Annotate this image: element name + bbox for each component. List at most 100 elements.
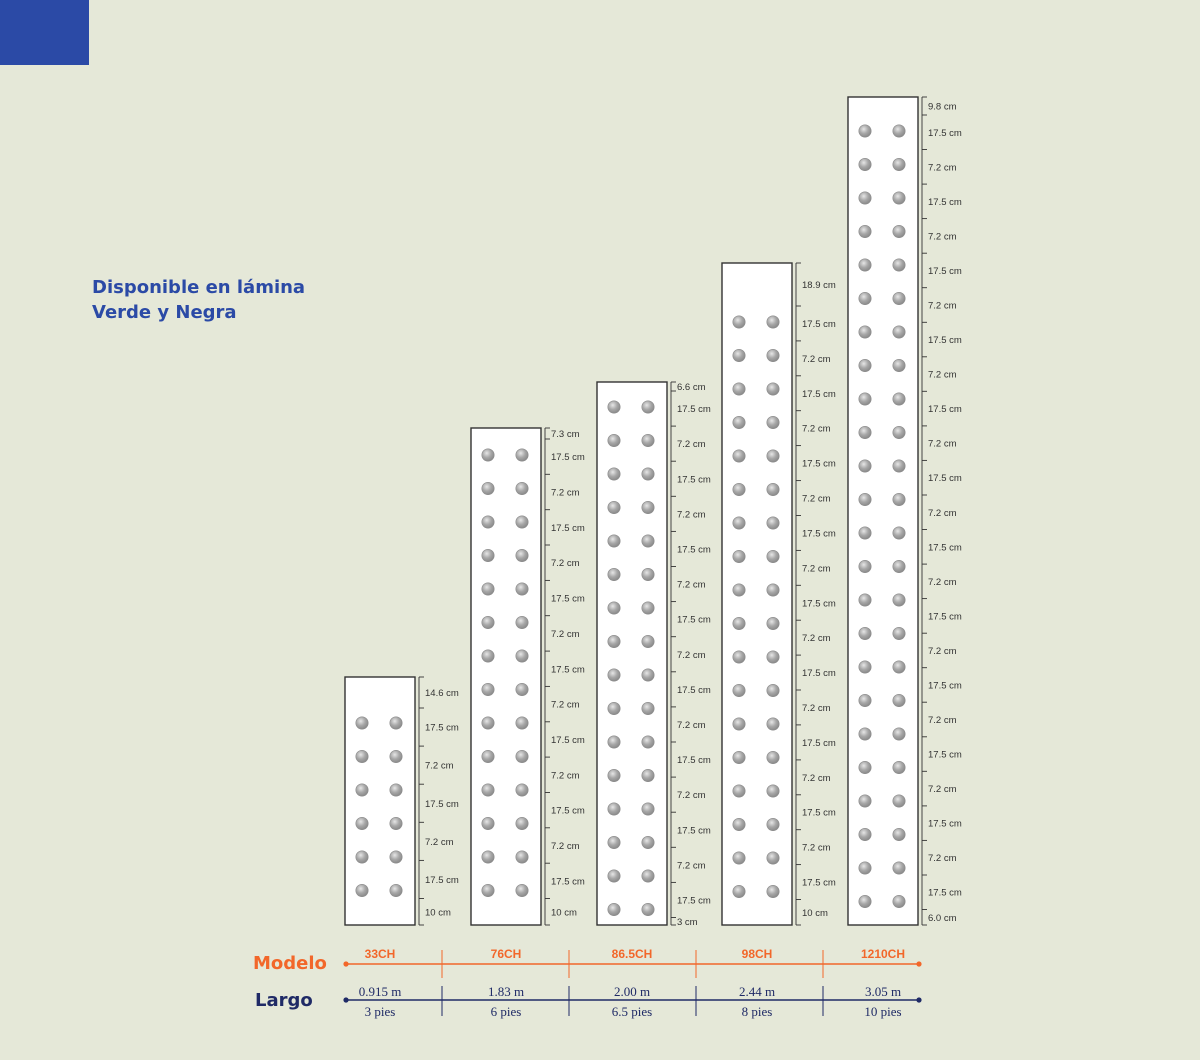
hole [732,549,746,563]
hole [858,593,872,607]
hole [355,850,369,864]
hole [892,459,906,473]
hole [732,516,746,530]
hole [858,626,872,640]
panel-98ch: 18.9 cm 17.5 cm 7.2 cm 17.5 cm 7.2 cm 17.5 cm… [721,262,836,926]
dimension-label: 7.2 cm [802,703,831,714]
hole [732,583,746,597]
hole [892,760,906,774]
hole [515,816,529,830]
length-meters: 1.83 m [488,984,524,999]
length-axis-end [916,997,922,1003]
hole [607,902,621,916]
dimension-label: 17.5 cm [425,875,459,886]
hole [766,482,780,496]
dimension-label: 17.5 cm [928,404,962,415]
length-feet: 6 pies [491,1004,522,1019]
hole [858,291,872,305]
panel-1210ch: 9.8 cm 17.5 cm 7.2 cm 17.5 cm 7.2 cm 17.5 cm 7… [847,96,962,926]
hole [515,515,529,529]
dimension-label: 7.2 cm [928,853,957,864]
hole [607,500,621,514]
dimension-label: 17.5 cm [802,459,836,470]
hole [607,735,621,749]
hole [892,693,906,707]
hole [858,392,872,406]
hole [732,717,746,731]
hole [607,433,621,447]
dimension-label: 17.5 cm [802,598,836,609]
hole [607,701,621,715]
dimension-label: 9.8 cm [928,102,957,113]
dimension-label: 7.2 cm [802,843,831,854]
panel-76ch: 7.3 cm 17.5 cm 7.2 cm 17.5 cm 7.2 cm 17.5 cm 7… [470,427,585,926]
dimension-label: 17.5 cm [551,664,585,675]
hole [732,415,746,429]
hole [732,650,746,664]
hole [481,582,495,596]
dimension-label: 17.5 cm [677,685,711,696]
hole [858,191,872,205]
dimension-label: 17.5 cm [425,799,459,810]
hole [858,124,872,138]
hole [641,835,655,849]
hole [892,559,906,573]
hole [389,850,403,864]
dimension-label: 17.5 cm [677,895,711,906]
hole [732,750,746,764]
dimension-label: 17.5 cm [802,319,836,330]
hole [732,884,746,898]
hole [481,749,495,763]
hole [515,548,529,562]
dimension-label: 7.2 cm [677,860,706,871]
hole [892,392,906,406]
dimension-label: 7.2 cm [677,650,706,661]
dimension-label: 6.0 cm [928,913,957,924]
length-meters: 2.00 m [614,984,650,999]
hole [766,315,780,329]
hole [892,358,906,372]
dimension-label: 3 cm [677,917,698,928]
hole [355,749,369,763]
dimension-label: 17.5 cm [928,473,962,484]
hole [481,649,495,663]
hole [641,467,655,481]
dimension-label: 18.9 cm [802,280,836,291]
dimension-label: 7.2 cm [551,770,580,781]
hole [892,827,906,841]
hole [892,124,906,138]
dimension-label: 17.5 cm [425,723,459,734]
dimension-label: 17.5 cm [677,474,711,485]
dimension-label: 7.2 cm [551,488,580,499]
hole [858,325,872,339]
hole [389,883,403,897]
hole [641,869,655,883]
hole [732,616,746,630]
dimension-label: 14.6 cm [425,688,459,699]
dimension-label: 17.5 cm [802,528,836,539]
hole [481,615,495,629]
hole [515,649,529,663]
dimension-label: 17.5 cm [928,819,962,830]
hole [641,567,655,581]
dimension-label: 17.5 cm [802,389,836,400]
dimension-label: 17.5 cm [928,266,962,277]
hole [766,851,780,865]
model-label-33ch: 33CH [365,947,396,961]
hole [641,500,655,514]
hole [892,861,906,875]
hole [389,716,403,730]
hole [732,851,746,865]
length-feet: 10 pies [864,1004,901,1019]
hole [732,784,746,798]
hole [355,883,369,897]
hole [766,583,780,597]
hole [607,768,621,782]
hole [641,701,655,715]
hole [515,481,529,495]
dimension-label: 17.5 cm [802,808,836,819]
dimension-label: 7.2 cm [928,231,957,242]
hole [515,783,529,797]
hole [641,634,655,648]
